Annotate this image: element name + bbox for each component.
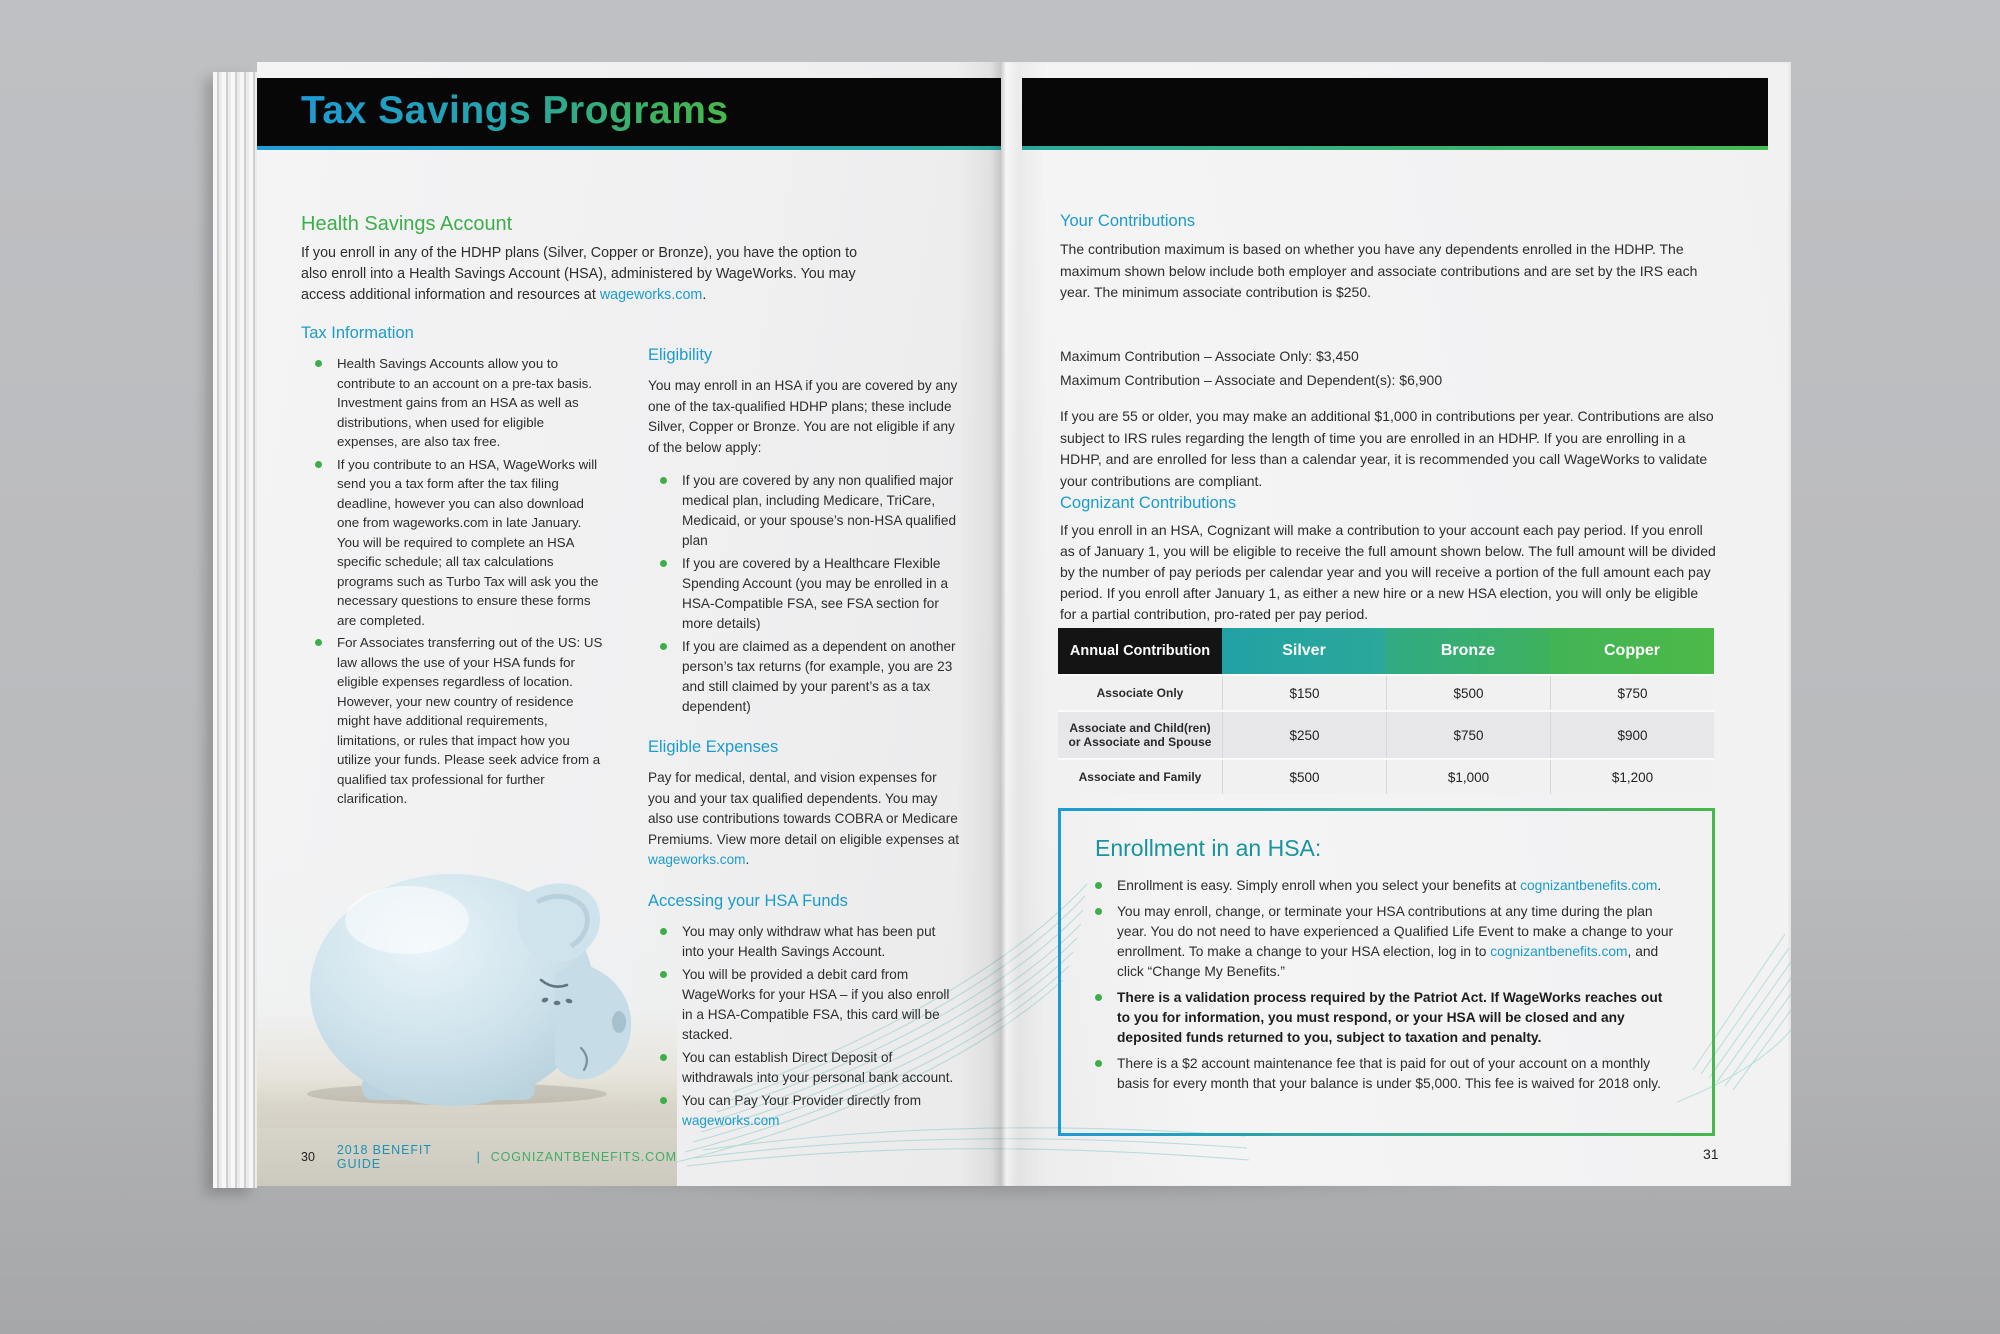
bullet-dot-icon [660,927,667,935]
table-header-copper: Copper [1550,628,1714,674]
eligible-expenses-text: Pay for medical, dental, and vision expe… [648,770,960,867]
bullet-dot-icon [315,360,322,367]
eligible-expenses-heading: Eligible Expenses [648,738,779,756]
intro-paragraph: If you enroll in any of the HDHP plans (… [301,245,858,303]
max-contribution-associate-only: Maximum Contribution – Associate Only: $… [1060,348,1359,364]
wageworks-link[interactable]: wageworks.com [599,287,703,303]
enrollment-callout-box: Enrollment in an HSA: Enrollment is easy… [1058,808,1715,1136]
table-header-bronze: Bronze [1386,628,1550,674]
wageworks-link[interactable]: wageworks.com [648,852,746,867]
list-item: You will be provided a debit card from W… [648,965,960,1045]
left-accent-line [257,146,1001,150]
accessing-funds-heading: Accessing your HSA Funds [648,891,848,910]
annual-contribution-table: Annual Contribution Silver Bronze Copper… [1058,628,1714,794]
your-contributions-heading: Your Contributions [1060,212,1196,230]
list-item: You may enroll, change, or terminate you… [1095,902,1678,982]
list-item: You can Pay Your Provider directly from … [648,1091,960,1131]
bullet-dot-icon [660,560,667,567]
age-55-paragraph: If you are 55 or older, you may make an … [1060,408,1714,489]
footer-guide-label: 2018 BENEFIT GUIDE [336,1143,432,1171]
table-row: Associate Only $150 $500 $750 [1058,674,1714,710]
list-item: You can establish Direct Deposit of with… [648,1048,960,1088]
tax-information-column: Tax Information Health Savings Accounts … [301,324,603,812]
open-booklet: Tax Savings Programs Health Savings Acco… [213,62,1815,1212]
list-item: Enrollment is easy. Simply enroll when y… [1095,876,1678,896]
accessing-funds-block: Accessing your HSA Funds You may only wi… [648,892,960,1131]
eligibility-column: Eligibility You may enroll in an HSA if … [648,346,960,1134]
footer-site-link[interactable]: COGNIZANTBENEFITS.COM [490,1150,677,1164]
page-title: Tax Savings Programs [301,78,729,146]
table-header-row: Annual Contribution Silver Bronze Copper [1058,628,1714,674]
bullet-dot-icon [660,477,667,484]
list-item: If you are covered by any non qualified … [648,471,960,551]
bullet-dot-icon [315,639,322,646]
bullet-dot-icon [1095,994,1102,1001]
eligible-expenses-block: Eligible Expenses Pay for medical, denta… [648,738,960,871]
bullet-dot-icon [660,643,667,650]
eligibility-intro: You may enroll in an HSA if you are cove… [648,378,958,455]
bullet-dot-icon [315,460,322,468]
piggy-bank-image [257,842,677,1128]
list-item: There is a $2 account maintenance fee th… [1095,1054,1678,1094]
page-number-right: 31 [1703,1146,1719,1162]
bullet-dot-icon [1095,882,1102,889]
bullet-dot-icon [1095,1060,1102,1067]
tax-information-heading: Tax Information [301,324,414,342]
max-contribution-associate-dependents: Maximum Contribution – Associate and Dep… [1060,372,1443,388]
enrollment-heading: Enrollment in an HSA: [1095,835,1322,861]
eligibility-heading: Eligibility [648,346,713,364]
bullet-dot-icon [660,1096,667,1104]
bullet-dot-icon [660,970,667,978]
piggy-bank-illustration [307,874,632,1106]
table-header-silver: Silver [1222,628,1386,674]
cognizantbenefits-link[interactable]: cognizantbenefits.com [1520,878,1658,893]
table-header-annual-contribution: Annual Contribution [1058,628,1222,674]
bullet-dot-icon [660,1053,667,1061]
list-item: There is a validation process required b… [1095,988,1678,1048]
your-contributions-paragraph: The contribution maximum is based on whe… [1060,241,1698,300]
table-row: Associate and Family $500 $1,000 $1,200 [1058,758,1714,794]
list-item: If you contribute to an HSA, WageWorks w… [301,455,603,631]
cognizant-contributions-heading: Cognizant Contributions [1060,494,1237,512]
bullet-dot-icon [1095,908,1102,915]
list-item: If you are claimed as a dependent on ano… [648,637,960,717]
right-accent-line [1022,146,1768,150]
section-title-hsa: Health Savings Account [301,213,513,235]
footer-separator: | [476,1150,481,1164]
cognizantbenefits-link[interactable]: cognizantbenefits.com [1490,944,1628,959]
list-item: For Associates transferring out of the U… [301,633,603,809]
cognizant-contributions-paragraph: If you enroll in an HSA, Cognizant will … [1060,522,1716,622]
right-header-bar [1022,78,1768,146]
left-header-bar [257,78,1001,146]
list-item: Health Savings Accounts allow you to con… [301,354,603,452]
table-row: Associate and Child(ren) or Associate an… [1058,710,1714,758]
wageworks-link[interactable]: wageworks.com [682,1112,780,1128]
list-item: If you are covered by a Healthcare Flexi… [648,554,960,634]
left-page-footer: 30 2018 BENEFIT GUIDE | COGNIZANTBENEFIT… [257,1128,677,1186]
list-item: You may only withdraw what has been put … [648,922,960,962]
page-number-left: 30 [301,1150,315,1164]
page-edge-stack [213,72,257,1188]
